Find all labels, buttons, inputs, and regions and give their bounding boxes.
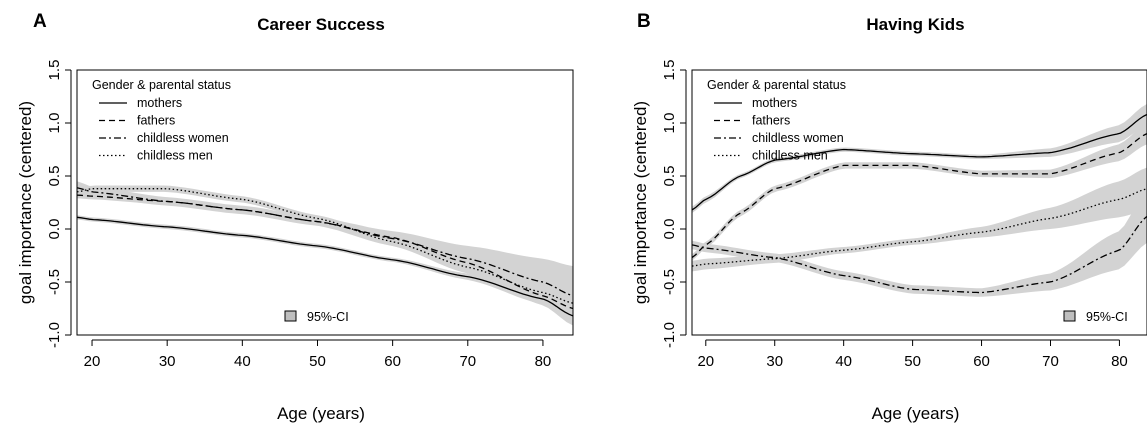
ci-legend-swatch (284, 310, 297, 322)
chart-panel-having-kids: B Having Kids 20 30 40 50 60 70 80 Age (years) -1.… (574, 0, 1147, 433)
x-tick-label: 40 (835, 353, 852, 370)
ci-legend: 95%-CI (284, 310, 349, 324)
y-tick-label: 0.0 (46, 219, 63, 240)
chart-title: Having Kids (866, 15, 964, 34)
x-tick-label: 50 (904, 353, 921, 370)
x-tick-label: 70 (459, 353, 476, 370)
series-line-fathers (692, 133, 1147, 259)
x-tick-label: 20 (697, 353, 714, 370)
x-axis-label: Age (years) (277, 404, 365, 423)
x-tick-label: 30 (159, 353, 176, 370)
ci-band-childless-men (692, 167, 1147, 272)
ci-legend: 95%-CI (1063, 310, 1128, 324)
panel-letter: B (637, 11, 651, 32)
y-tick-label: 0.5 (661, 166, 678, 187)
legend-title: Gender & parental status (92, 78, 231, 92)
ci-legend-swatch (1063, 310, 1076, 322)
chart-svg-having-kids: B Having Kids 20 30 40 50 60 70 80 Age (years) -1.… (631, 11, 1147, 423)
legend-label: childless men (137, 149, 213, 163)
legend-label: childless women (137, 131, 229, 145)
legend-label: fathers (137, 114, 175, 128)
series-line-fathers (77, 194, 573, 310)
legend-title: Gender & parental status (707, 78, 846, 92)
x-tick-label: 60 (384, 353, 401, 370)
series-line-childless-women (692, 215, 1147, 294)
y-tick-label: 1.0 (661, 113, 678, 134)
legend-label: mothers (752, 96, 797, 110)
y-tick-label: 0.0 (661, 219, 678, 240)
ci-legend-label: 95%-CI (1086, 310, 1128, 324)
y-tick-label: -1.0 (46, 322, 63, 348)
plot-area (77, 181, 573, 326)
series-line-mothers (77, 216, 573, 317)
y-tick-label: -1.0 (661, 322, 678, 348)
y-tick-label: 1.5 (46, 60, 63, 81)
y-tick-label: 1.5 (661, 60, 678, 81)
legend-label: childless men (752, 149, 828, 163)
ci-band-childless-women (77, 181, 573, 326)
series-line-childless-women (77, 187, 573, 297)
plot-frame (691, 69, 1147, 336)
chart-panel-career-success: A Career Success 20 30 40 50 60 70 80 Age (years)… (0, 0, 574, 433)
legend-label: mothers (137, 96, 182, 110)
x-tick-label: 60 (973, 353, 990, 370)
x-tick-label: 30 (766, 353, 783, 370)
x-tick-label: 80 (535, 353, 552, 370)
panel-letter: A (33, 11, 47, 32)
series-line-childless-men (692, 188, 1147, 267)
legend-label: childless women (752, 131, 844, 145)
x-tick-label: 80 (1111, 353, 1128, 370)
series-line-mothers (692, 113, 1147, 211)
y-axis-label: goal importance (centered) (16, 101, 35, 304)
plot-area (692, 103, 1147, 297)
ci-legend-label: 95%-CI (307, 310, 349, 324)
y-tick-label: -0.5 (661, 269, 678, 295)
y-tick-label: 0.5 (46, 166, 63, 187)
legend: Gender & parental status mothers fathers ch… (92, 78, 231, 163)
y-axis-label: goal importance (centered) (631, 101, 650, 304)
chart-svg-career-success: A Career Success 20 30 40 50 60 70 80 Age (years)… (16, 11, 574, 423)
plot-frame (76, 69, 574, 336)
legend: Gender & parental status mothers fathers ch… (707, 78, 846, 163)
ci-band-childless-men (77, 185, 573, 313)
x-tick-label: 50 (309, 353, 326, 370)
x-axis-label: Age (years) (872, 404, 960, 423)
x-tick-label: 20 (84, 353, 101, 370)
x-tick-label: 40 (234, 353, 251, 370)
chart-title: Career Success (257, 15, 385, 34)
ci-band-mothers (692, 103, 1147, 214)
y-tick-label: -0.5 (46, 269, 63, 295)
legend-label: fathers (752, 114, 790, 128)
y-tick-label: 1.0 (46, 113, 63, 134)
x-tick-label: 70 (1042, 353, 1059, 370)
